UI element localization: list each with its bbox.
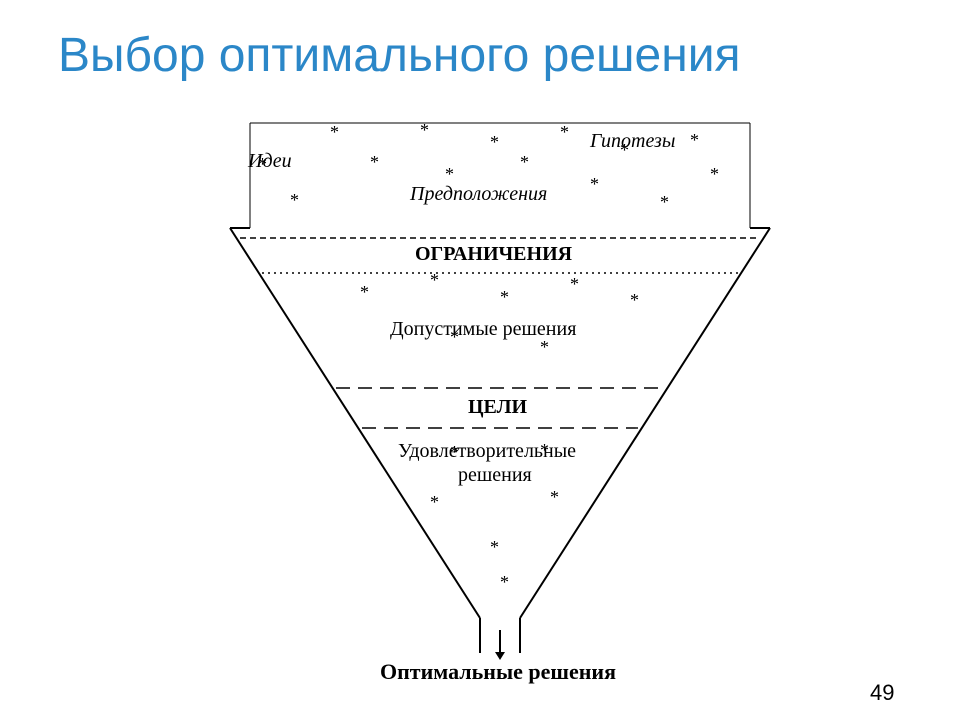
star-icon: * (490, 537, 499, 557)
star-icon: * (540, 337, 549, 357)
star-icon: * (590, 174, 599, 194)
page-number: 49 (870, 680, 894, 706)
star-icon: * (430, 492, 439, 512)
star-icon: * (570, 274, 579, 294)
star-icon: * (420, 120, 429, 140)
star-icon: * (550, 487, 559, 507)
star-icon: * (445, 164, 454, 184)
label-ideas: Идеи (248, 150, 292, 172)
label-goals: ЦЕЛИ (468, 396, 527, 418)
star-icon: * (290, 190, 299, 210)
label-feasible: Допустимые решения (390, 318, 576, 340)
label-assumptions: Предположения (410, 183, 547, 205)
slide: Выбор оптимального решения *************… (0, 0, 960, 720)
star-icon: * (360, 282, 369, 302)
funnel-diagram: *************************** ИдеиГипотезы… (190, 108, 810, 688)
label-optimal: Оптимальные решения (380, 660, 616, 684)
star-icon: * (330, 122, 339, 142)
label-satisfactory1: Удовлетворительные (398, 440, 576, 462)
star-icon: * (500, 287, 509, 307)
star-icon: * (560, 122, 569, 142)
label-satisfactory2: решения (458, 464, 532, 486)
star-icon: * (690, 130, 699, 150)
label-hypotheses: Гипотезы (590, 130, 675, 152)
star-icon: * (660, 192, 669, 212)
star-icon: * (630, 290, 639, 310)
star-icon: * (710, 164, 719, 184)
star-icon: * (500, 572, 509, 592)
star-icon: * (490, 132, 499, 152)
slide-title: Выбор оптимального решения (58, 28, 741, 83)
star-icon: * (430, 270, 439, 290)
star-icon: * (520, 152, 529, 172)
label-constraints: ОГРАНИЧЕНИЯ (415, 243, 572, 265)
star-icon: * (370, 152, 379, 172)
